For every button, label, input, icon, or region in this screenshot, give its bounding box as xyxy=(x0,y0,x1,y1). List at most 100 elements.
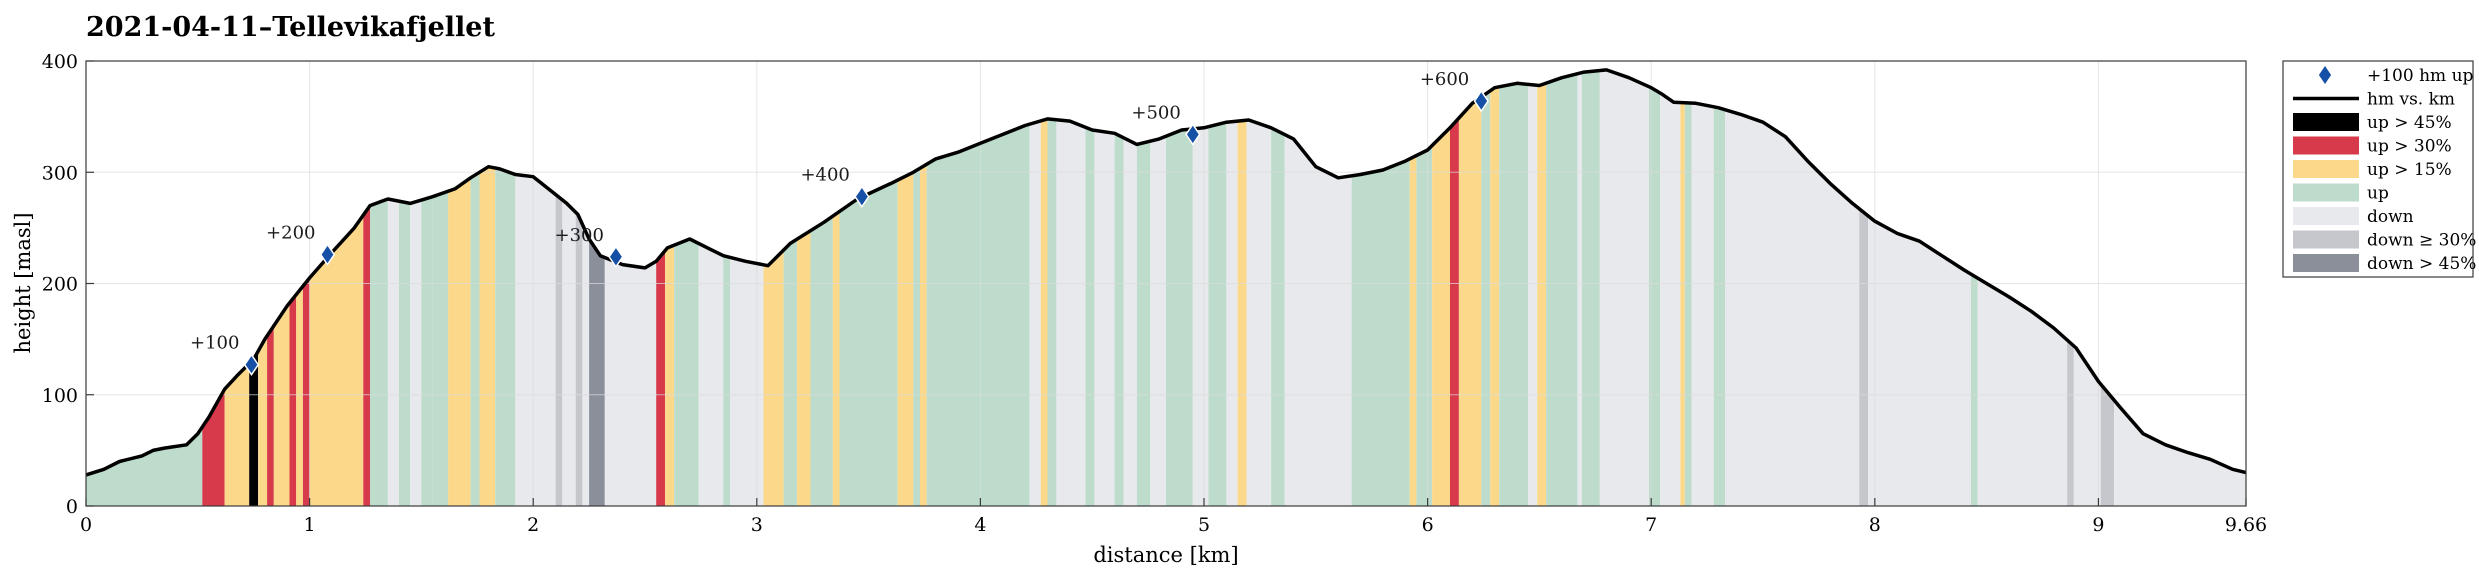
segment-up xyxy=(1713,69,1725,506)
legend-entry-down-ge-30-label: down ≥ 30% xyxy=(2367,231,2476,251)
legend-entry-up-gt-15-label: up > 15% xyxy=(2367,160,2452,180)
marker-diamond xyxy=(1473,89,1489,113)
plot-area: +100+200 +300+400+500+600 0 1 2 3 4 5 6 7 8 9 9.66 … xyxy=(11,51,2267,567)
segment-up xyxy=(1971,69,1978,506)
marker-diamond xyxy=(319,243,336,266)
segment-up xyxy=(1499,69,1529,506)
legend-entry-down-ge-30-swatch xyxy=(2293,230,2359,249)
segment-down xyxy=(410,69,422,506)
segment-up xyxy=(421,69,433,506)
segment-down xyxy=(387,69,400,506)
legend-entry-up-gt-15-swatch xyxy=(2293,160,2359,178)
legend-entry-up-gt-30-label: up > 30% xyxy=(2367,137,2452,157)
legend-entry-marker-label: +100 hm up xyxy=(2367,66,2474,86)
segment-up xyxy=(470,69,480,506)
segment-up xyxy=(1649,69,1661,506)
x-tick-label: 3 xyxy=(751,514,763,536)
segment-down xyxy=(582,69,590,506)
segment-down xyxy=(1192,69,1209,506)
segment-up xyxy=(1271,69,1285,506)
marker-diamond xyxy=(1185,123,1201,146)
x-tick-label: 6 xyxy=(1422,514,1434,536)
segment-down xyxy=(1226,69,1238,506)
segment-up xyxy=(1546,69,1578,506)
segment-up xyxy=(723,69,730,506)
segment-up xyxy=(1166,69,1193,506)
segment-up-gt-15 xyxy=(665,69,674,506)
marker-label: +600 xyxy=(1420,69,1469,90)
legend-entry-marker-swatch xyxy=(2318,66,2332,84)
segment-down xyxy=(1029,69,1041,506)
x-tick-label: 0 xyxy=(80,514,92,536)
segment-up-gt-30 xyxy=(656,69,666,506)
marker-diamond xyxy=(854,185,870,209)
legend-entry-down-label: down xyxy=(2367,207,2414,227)
marker-label: +500 xyxy=(1131,102,1180,123)
segment-up xyxy=(913,69,920,506)
segment-up-gt-15 xyxy=(1490,69,1500,506)
segment-up xyxy=(399,69,411,506)
legend-entry-up-swatch xyxy=(2293,183,2359,202)
marker-label: +300 xyxy=(554,225,603,246)
x-axis-label: distance [km] xyxy=(1093,543,1238,567)
segment-up-gt-15 xyxy=(479,69,496,506)
segment-up xyxy=(1085,69,1095,506)
y-axis-label: height [masl] xyxy=(11,212,35,353)
legend-entry-line-label: hm vs. km xyxy=(2367,90,2455,110)
segment-up-gt-15 xyxy=(1432,69,1450,506)
x-tick-label: 1 xyxy=(304,514,316,536)
y-tick-label: 0 xyxy=(66,496,78,518)
segment-up xyxy=(1114,69,1124,506)
y-tick-label: 100 xyxy=(42,385,78,407)
segment-up-gt-15 xyxy=(832,69,840,506)
x-tick-label: 9.66 xyxy=(2225,514,2267,536)
x-tick-label: 8 xyxy=(1869,514,1881,536)
legend: +100 hm up hm vs. km up > 45% up > 30% up > … xyxy=(2282,60,2476,278)
x-tick-label: 4 xyxy=(974,514,986,536)
segment-down xyxy=(1246,69,1272,506)
segment-up xyxy=(495,69,516,506)
segment-up xyxy=(1047,69,1057,506)
segment-up xyxy=(1684,69,1692,506)
y-tick-label: 200 xyxy=(42,274,78,296)
segment-up xyxy=(1481,69,1491,506)
segment-down xyxy=(1691,69,1714,506)
legend-entry-up-gt-45-label: up > 45% xyxy=(2367,113,2452,133)
segment-down xyxy=(1528,69,1538,506)
segment-up-gt-15 xyxy=(1237,69,1247,506)
segment-up-gt-30 xyxy=(1450,69,1459,506)
segment-down xyxy=(1660,69,1681,506)
segment-up-gt-15 xyxy=(1537,69,1547,506)
segment-up xyxy=(1136,69,1151,506)
segment-down-ge-30 xyxy=(575,69,583,506)
segment-up xyxy=(1581,69,1600,506)
segment-down xyxy=(1056,69,1086,506)
legend-entry-up-label: up xyxy=(2367,184,2389,204)
x-axis-ticks: 0 1 2 3 4 5 6 7 8 9 9.66 xyxy=(80,498,2267,536)
chart-title: 2021-04-11–Tellevikafjellet xyxy=(86,12,495,43)
marker-diamond xyxy=(243,353,260,377)
y-axis-ticks: 0 100 200 300 400 xyxy=(42,51,94,518)
marker-label: +200 xyxy=(266,223,315,244)
legend-entry-up-gt-45-swatch xyxy=(2293,113,2359,131)
x-tick-label: 7 xyxy=(1645,514,1657,536)
x-tick-label: 2 xyxy=(527,514,539,536)
legend-entry-down-gt-45-swatch xyxy=(2293,254,2359,272)
segment-up xyxy=(1208,69,1227,506)
segment-down xyxy=(1094,69,1115,506)
segment-up xyxy=(1416,69,1433,506)
marker-label: +400 xyxy=(800,165,849,186)
x-tick-label: 5 xyxy=(1198,514,1210,536)
segment-up-gt-15 xyxy=(1458,69,1482,506)
segment-up-gt-30 xyxy=(302,69,310,506)
segment-up-gt-30 xyxy=(363,69,370,506)
segment-down-ge-30 xyxy=(1859,69,1869,506)
segment-up-gt-15 xyxy=(1680,69,1685,506)
legend-entry-down-swatch xyxy=(2293,207,2359,225)
marker-diamond xyxy=(608,245,624,269)
segment-up-gt-15 xyxy=(1040,69,1048,506)
y-tick-label: 300 xyxy=(42,162,78,184)
segment-up-gt-15 xyxy=(1409,69,1417,506)
segment-up-gt-15 xyxy=(920,69,927,506)
